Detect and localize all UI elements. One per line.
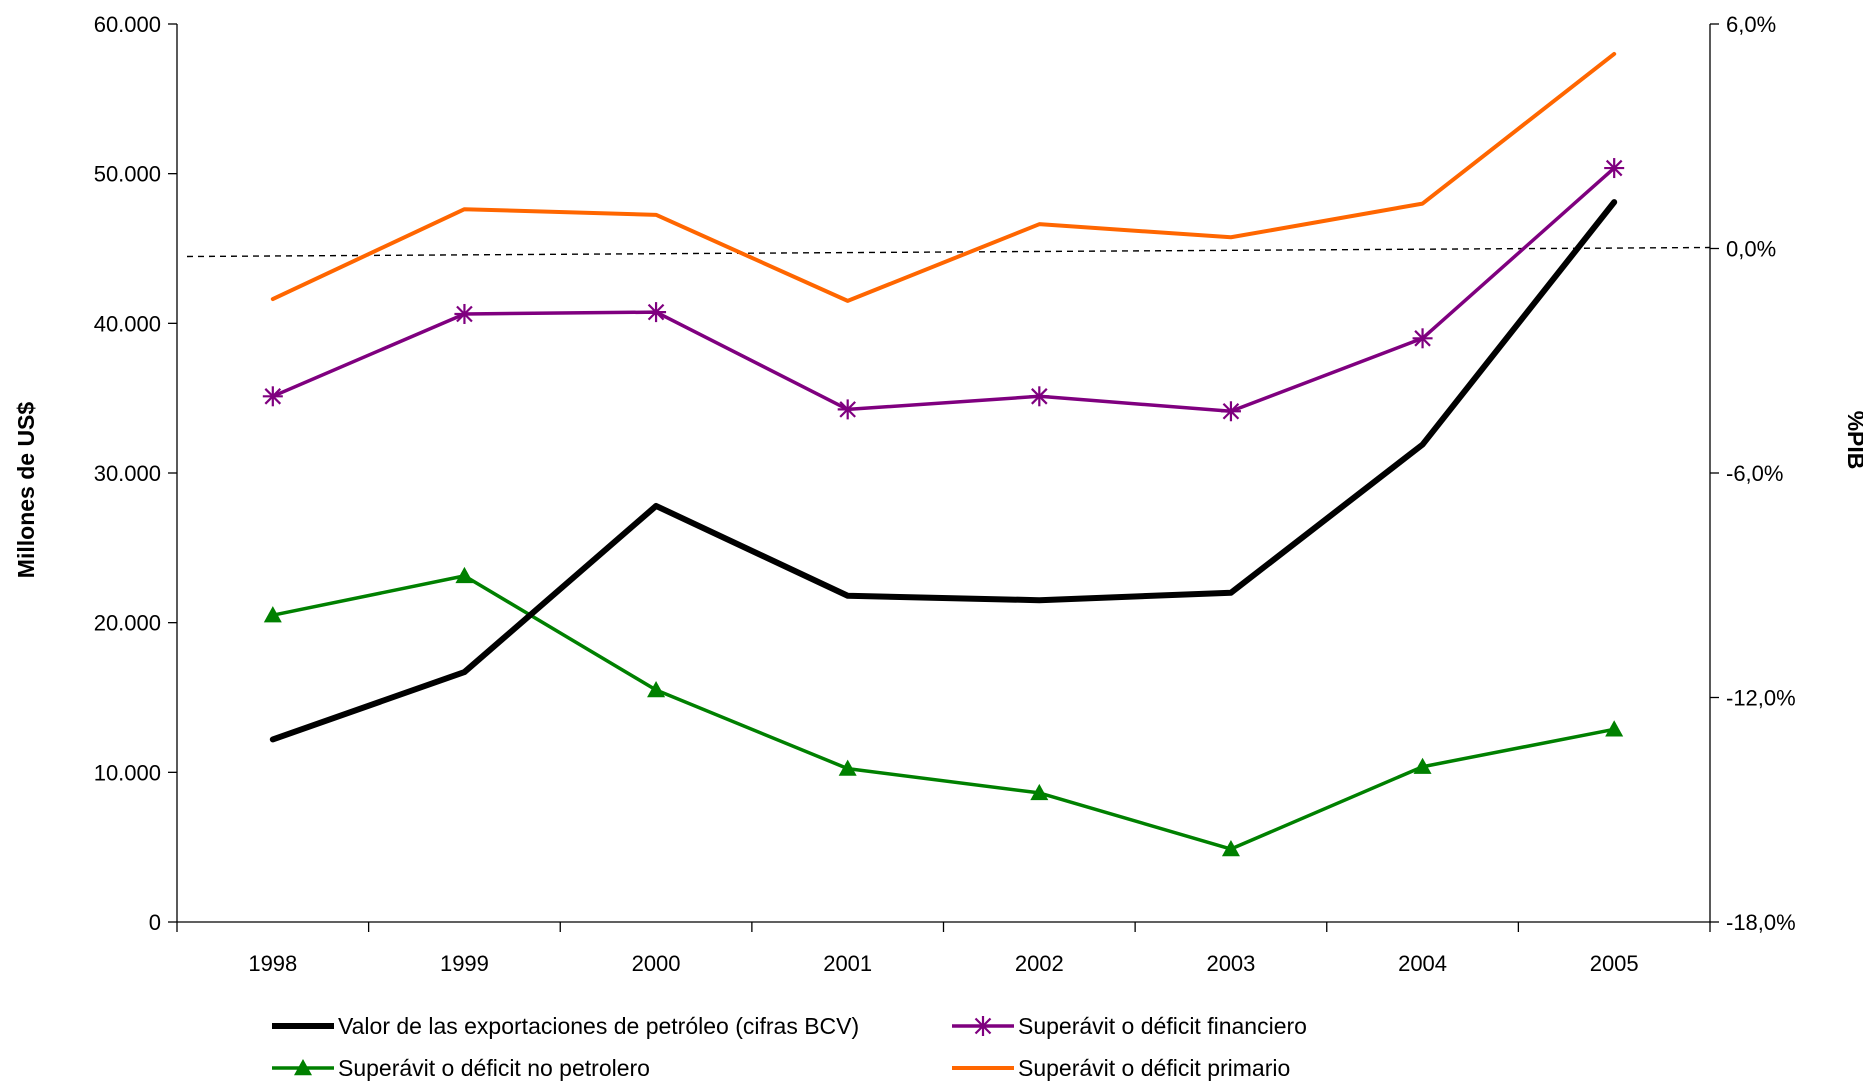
right-tick-label: 6,0% bbox=[1726, 12, 1776, 37]
left-tick-label: 60.000 bbox=[94, 12, 161, 37]
right-axis-title: %PIB bbox=[1843, 411, 1863, 470]
triangle-marker bbox=[1413, 757, 1432, 774]
x-tick-label: 2002 bbox=[1015, 951, 1064, 976]
series-line bbox=[270, 51, 1617, 303]
legend-item: Superávit o déficit financiero bbox=[952, 1013, 1307, 1039]
right-axis: -18,0% -12,0% -6,0% 0,0% 6,0% bbox=[1709, 12, 1796, 935]
x-tick-label: 1998 bbox=[248, 951, 297, 976]
star-marker bbox=[646, 302, 667, 323]
right-tick-label: 0,0% bbox=[1726, 237, 1776, 262]
x-axis: 1998 1999 2000 2001 2002 2003 2004 2005 bbox=[176, 921, 1711, 976]
series-super-vit-o-d-ficit-primario bbox=[270, 51, 1617, 303]
legend-label: Superávit o déficit financiero bbox=[1018, 1013, 1307, 1039]
x-tick-label: 2004 bbox=[1398, 951, 1447, 976]
star-marker bbox=[1220, 401, 1241, 422]
series-super-vit-o-d-ficit-financiero bbox=[262, 158, 1625, 422]
triangle-marker bbox=[455, 566, 474, 584]
left-tick-label: 40.000 bbox=[94, 311, 161, 336]
legend-label: Superávit o déficit no petrolero bbox=[338, 1055, 650, 1081]
series-line bbox=[271, 166, 1616, 414]
star-marker bbox=[1412, 328, 1433, 349]
series-group bbox=[262, 51, 1625, 857]
series-line bbox=[271, 574, 1616, 851]
triangle-marker bbox=[838, 759, 857, 776]
x-tick-label: 2003 bbox=[1206, 951, 1255, 976]
left-axis: 0 10.000 20.000 30.000 40.000 50.000 60.000 bbox=[94, 12, 178, 935]
star-marker bbox=[973, 1016, 993, 1036]
right-tick-label: -6,0% bbox=[1726, 461, 1783, 486]
triangle-marker bbox=[1030, 783, 1049, 801]
legend-item: Valor de las exportaciones de petróleo (… bbox=[272, 1013, 859, 1039]
right-tick-label: -12,0% bbox=[1726, 686, 1796, 711]
legend-item: Superávit o déficit primario bbox=[952, 1055, 1290, 1081]
star-marker bbox=[837, 399, 858, 420]
left-tick-label: 0 bbox=[149, 910, 161, 935]
left-tick-label: 50.000 bbox=[94, 162, 161, 187]
x-tick-label: 2000 bbox=[632, 951, 681, 976]
series-valor-de-las-exportaciones-de-petr-leo-cifras-bcv bbox=[269, 199, 1618, 743]
star-marker bbox=[454, 303, 475, 324]
x-tick-label: 2005 bbox=[1590, 951, 1639, 976]
star-marker bbox=[1029, 386, 1050, 407]
series-line bbox=[269, 199, 1618, 743]
legend: Valor de las exportaciones de petróleo (… bbox=[272, 1013, 1307, 1081]
left-tick-label: 10.000 bbox=[94, 760, 161, 785]
left-tick-label: 30.000 bbox=[94, 461, 161, 486]
triangle-marker bbox=[1605, 720, 1624, 737]
right-tick-label: -18,0% bbox=[1726, 910, 1796, 935]
star-marker bbox=[262, 386, 283, 407]
legend-label: Valor de las exportaciones de petróleo (… bbox=[338, 1013, 859, 1039]
legend-item: Superávit o déficit no petrolero bbox=[272, 1055, 650, 1081]
zero-reference-line bbox=[186, 246, 1711, 258]
x-tick-label: 2001 bbox=[823, 951, 872, 976]
x-tick-label: 1999 bbox=[440, 951, 489, 976]
left-axis-title: Millones de US$ bbox=[13, 402, 39, 579]
triangle-marker bbox=[647, 681, 666, 698]
star-marker bbox=[1604, 158, 1625, 179]
triangle-marker bbox=[294, 1059, 312, 1076]
triangle-marker bbox=[263, 606, 282, 623]
series-super-vit-o-d-ficit-no-petrolero bbox=[263, 566, 1624, 857]
reference-line-group bbox=[186, 246, 1711, 258]
left-tick-label: 20.000 bbox=[94, 611, 161, 636]
legend-label: Superávit o déficit primario bbox=[1018, 1055, 1290, 1081]
triangle-marker bbox=[1221, 840, 1240, 857]
